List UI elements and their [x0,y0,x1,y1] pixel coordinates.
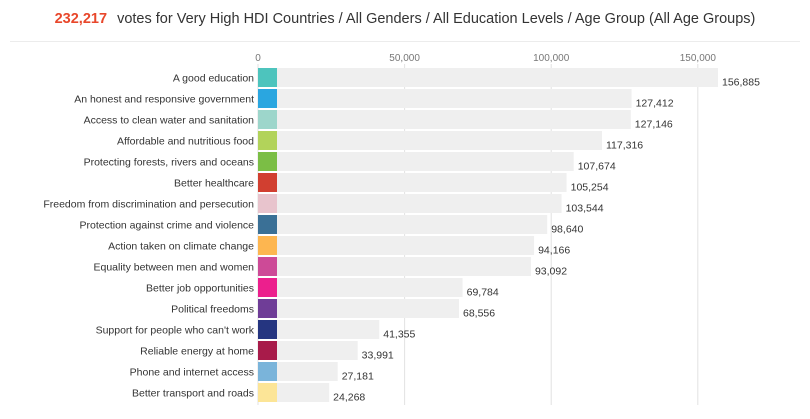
bar-color-swatch [258,362,277,381]
value-label: 24,268 [333,392,365,404]
value-label: 27,181 [342,371,374,383]
value-label: 103,544 [566,203,604,215]
value-label: 68,556 [463,308,495,320]
category-label: Support for people who can't work [96,325,255,337]
bar-color-swatch [258,173,277,192]
category-label: Protecting forests, rivers and oceans [84,157,254,169]
value-label: 107,674 [578,161,616,173]
value-label: 98,640 [551,224,583,236]
value-label: 41,355 [383,329,415,341]
value-label: 127,412 [636,98,674,110]
bar [258,257,531,276]
value-label: 33,991 [362,350,394,362]
bar-color-swatch [258,278,277,297]
value-label: 117,316 [606,140,643,152]
value-label: 93,092 [535,266,567,278]
bar [258,89,632,108]
chart-header: 232,217 votes for Very High HDI Countrie… [0,11,810,27]
bar [258,341,358,360]
bar-color-swatch [258,89,277,108]
x-tick-label: 100,000 [533,53,570,64]
bar-color-swatch [258,152,277,171]
category-label: An honest and responsive government [74,94,254,106]
bar [258,299,460,318]
bar-color-swatch [258,131,277,150]
category-label: Reliable energy at home [140,346,254,358]
x-tick-label: 0 [255,53,261,64]
value-label: 69,784 [467,287,499,299]
bar [258,173,567,192]
total-votes: 232,217 [54,11,108,27]
category-label: Better job opportunities [146,283,254,295]
header-divider [10,41,800,42]
bar-color-swatch [258,68,277,87]
bar-color-swatch [258,194,277,213]
category-label: Better healthcare [174,178,254,190]
bar [258,110,631,129]
category-label: Affordable and nutritious food [117,136,254,148]
bar-color-swatch [258,215,277,234]
bar [258,152,574,171]
bar [258,362,338,381]
category-label: Equality between men and women [93,262,254,274]
bar-color-swatch [258,383,277,402]
x-tick-label: 150,000 [680,53,717,64]
bar [258,131,602,150]
bar [258,194,562,213]
header-caption: votes for Very High HDI Countries / All … [117,11,756,27]
category-label: A good education [173,73,254,85]
value-label: 127,146 [635,119,673,131]
bar [258,236,535,255]
category-label: Protection against crime and violence [79,220,254,232]
category-label: Access to clean water and sanitation [84,115,255,127]
bar-color-swatch [258,110,277,129]
category-label: Freedom from discrimination and persecut… [43,199,254,211]
value-label: 105,254 [571,182,609,194]
category-label: Political freedoms [171,304,254,316]
value-label: 94,166 [538,245,570,257]
bar-color-swatch [258,236,277,255]
bar [258,215,548,234]
x-tick-label: 50,000 [389,53,420,64]
bar [258,68,718,87]
bar-color-swatch [258,299,277,318]
value-label: 156,885 [722,77,760,89]
bar [258,278,463,297]
category-label: Better transport and roads [132,388,254,400]
bar-color-swatch [258,257,277,276]
bar-color-swatch [258,341,277,360]
bar [258,320,380,339]
bar-color-swatch [258,320,277,339]
category-label: Phone and internet access [130,367,254,379]
category-label: Action taken on climate change [108,241,254,253]
